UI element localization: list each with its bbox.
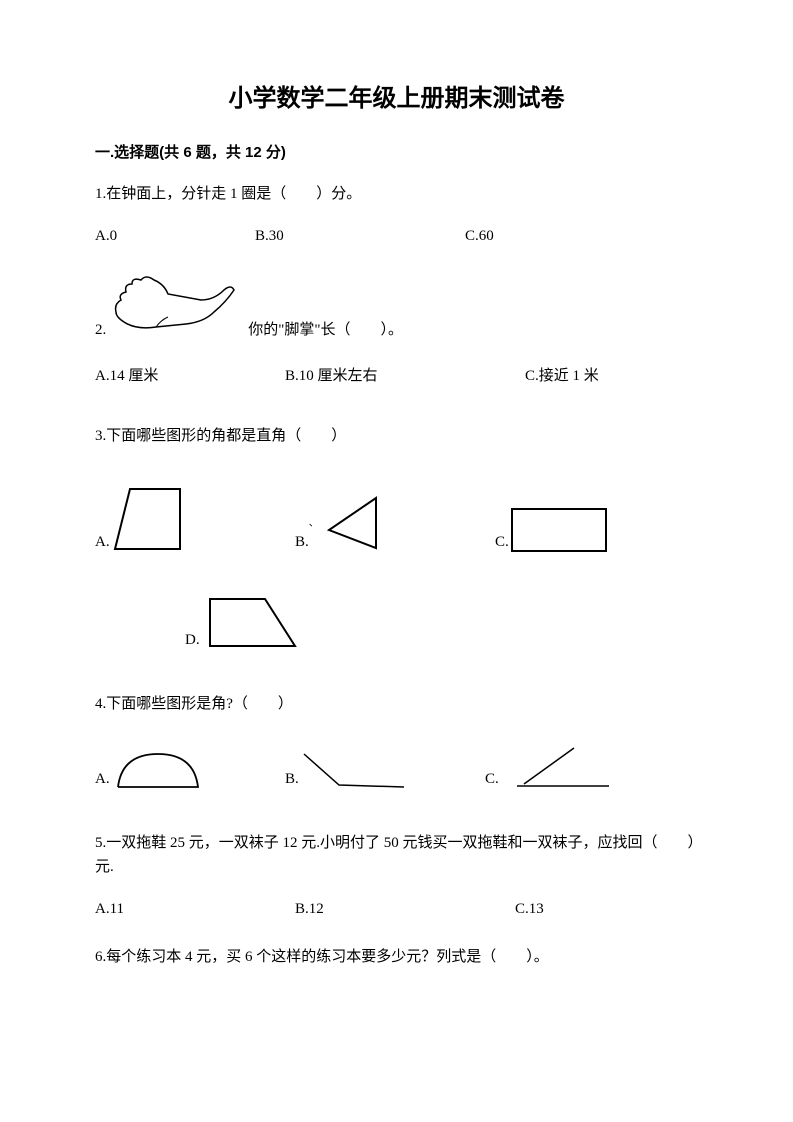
q4-fig-c: C.	[485, 746, 614, 791]
question-1: 1.在钟面上，分针走 1 圈是（ ）分。 A.0 B.30 C.60	[95, 182, 698, 248]
q3-label-a: A.	[95, 530, 110, 554]
q4-label-b: B.	[285, 767, 299, 791]
q2-option-b: B.10 厘米左右	[285, 364, 525, 388]
q6-text: 6.每个练习本 4 元，买 6 个这样的练习本要多少元？列式是（ ）。	[95, 945, 698, 969]
q4-label-a: A.	[95, 767, 110, 791]
q5-options: A.11 B.12 C.13	[95, 897, 698, 921]
q5-text: 5.一双拖鞋 25 元，一双袜子 12 元.小明付了 50 元钱买一双拖鞋和一双…	[95, 831, 698, 879]
question-5: 5.一双拖鞋 25 元，一双袜子 12 元.小明付了 50 元钱买一双拖鞋和一双…	[95, 831, 698, 921]
q2-text: 你的"脚掌"长（ ）。	[248, 318, 403, 342]
q3-fig-a: A.	[95, 484, 295, 554]
q1-option-b: B.30	[255, 224, 465, 248]
q4-label-c: C.	[485, 767, 499, 791]
q2-prefix: 2.	[95, 318, 106, 342]
page-title: 小学数学二年级上册期末测试卷	[95, 78, 698, 113]
q2-options: A.14 厘米 B.10 厘米左右 C.接近 1 米	[95, 364, 698, 388]
rectangle-icon	[509, 506, 609, 554]
q3-label-d: D.	[185, 628, 200, 652]
q3-text: 3.下面哪些图形的角都是直角（ ）	[95, 424, 698, 448]
q4-text: 4.下面哪些图形是角?（ ）	[95, 692, 698, 716]
q2-option-a: A.14 厘米	[95, 364, 285, 388]
q3-fig-c: C.	[495, 506, 645, 554]
q3-label-b: B.	[295, 530, 309, 554]
obtuse-angle-icon	[299, 749, 409, 791]
q3-fig-d: D.	[135, 594, 698, 652]
q5-option-a: A.11	[95, 897, 295, 921]
q3-label-c: C.	[495, 530, 509, 554]
q3-figures: A. B. 、 C. D.	[95, 484, 698, 652]
q4-fig-a: A.	[95, 749, 285, 791]
q4-figures: A. B. C.	[95, 746, 698, 791]
q1-option-a: A.0	[95, 224, 255, 248]
q1-text: 1.在钟面上，分针走 1 圈是（ ）分。	[95, 182, 698, 206]
q4-fig-b: B.	[285, 749, 485, 791]
question-3: 3.下面哪些图形的角都是直角（ ） A. B. 、 C. D.	[95, 424, 698, 652]
q5-option-c: C.13	[515, 897, 544, 921]
q1-options: A.0 B.30 C.60	[95, 224, 698, 248]
question-6: 6.每个练习本 4 元，买 6 个这样的练习本要多少元？列式是（ ）。	[95, 945, 698, 969]
question-2: 2. 你的"脚掌"长（ ）。 A.14 厘米 B.10 厘米左右 C.接近 1 …	[95, 272, 698, 388]
q1-option-c: C.60	[465, 224, 655, 248]
q2-option-c: C.接近 1 米	[525, 364, 599, 388]
trapezoid-left-icon	[110, 484, 188, 554]
arc-shape-icon	[110, 749, 205, 791]
trapezoid-right-icon	[200, 594, 300, 652]
triangle-icon	[321, 494, 391, 554]
section-header: 一.选择题(共 6 题，共 12 分)	[95, 141, 698, 162]
q3-fig-b: B. 、	[295, 494, 495, 554]
foot-icon	[106, 272, 236, 342]
dot-mark: 、	[309, 516, 319, 532]
q2-line: 2. 你的"脚掌"长（ ）。	[95, 272, 698, 342]
q5-option-b: B.12	[295, 897, 515, 921]
question-4: 4.下面哪些图形是角?（ ） A. B. C.	[95, 692, 698, 791]
acute-angle-icon	[499, 746, 614, 791]
